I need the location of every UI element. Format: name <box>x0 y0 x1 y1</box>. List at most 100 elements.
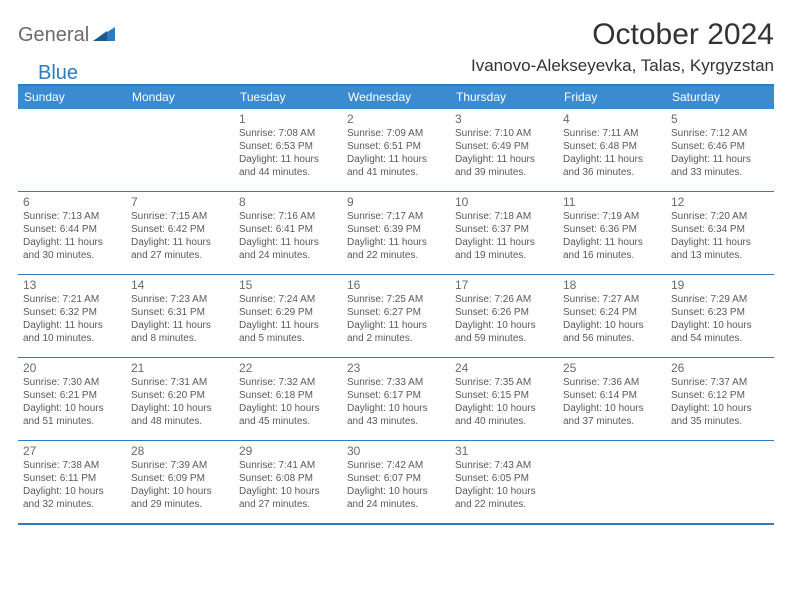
day-number: 12 <box>671 195 769 210</box>
day-number: 31 <box>455 444 553 459</box>
sunset-text: Sunset: 6:41 PM <box>239 224 337 237</box>
day-number: 6 <box>23 195 121 210</box>
day-cell: 31Sunrise: 7:43 AMSunset: 6:05 PMDayligh… <box>450 441 558 523</box>
day-cell: 9Sunrise: 7:17 AMSunset: 6:39 PMDaylight… <box>342 192 450 274</box>
daylight-text: Daylight: 10 hours and 54 minutes. <box>671 320 769 346</box>
day-cell: 16Sunrise: 7:25 AMSunset: 6:27 PMDayligh… <box>342 275 450 357</box>
day-number: 14 <box>131 278 229 293</box>
day-cell: 3Sunrise: 7:10 AMSunset: 6:49 PMDaylight… <box>450 109 558 191</box>
day-cell: 28Sunrise: 7:39 AMSunset: 6:09 PMDayligh… <box>126 441 234 523</box>
sunrise-text: Sunrise: 7:16 AM <box>239 211 337 224</box>
sunrise-text: Sunrise: 7:17 AM <box>347 211 445 224</box>
sunrise-text: Sunrise: 7:09 AM <box>347 128 445 141</box>
daylight-text: Daylight: 10 hours and 56 minutes. <box>563 320 661 346</box>
day-number: 13 <box>23 278 121 293</box>
day-cell: 27Sunrise: 7:38 AMSunset: 6:11 PMDayligh… <box>18 441 126 523</box>
sunset-text: Sunset: 6:36 PM <box>563 224 661 237</box>
sunrise-text: Sunrise: 7:13 AM <box>23 211 121 224</box>
day-cell: 23Sunrise: 7:33 AMSunset: 6:17 PMDayligh… <box>342 358 450 440</box>
day-cell <box>666 441 774 523</box>
day-number: 4 <box>563 112 661 127</box>
sunset-text: Sunset: 6:09 PM <box>131 473 229 486</box>
day-number: 3 <box>455 112 553 127</box>
day-number: 9 <box>347 195 445 210</box>
daylight-text: Daylight: 10 hours and 48 minutes. <box>131 403 229 429</box>
logo: General <box>18 18 117 47</box>
sunrise-text: Sunrise: 7:37 AM <box>671 377 769 390</box>
day-cell: 14Sunrise: 7:23 AMSunset: 6:31 PMDayligh… <box>126 275 234 357</box>
daylight-text: Daylight: 11 hours and 19 minutes. <box>455 237 553 263</box>
day-number: 23 <box>347 361 445 376</box>
day-cell: 22Sunrise: 7:32 AMSunset: 6:18 PMDayligh… <box>234 358 342 440</box>
day-cell: 4Sunrise: 7:11 AMSunset: 6:48 PMDaylight… <box>558 109 666 191</box>
week-row: 27Sunrise: 7:38 AMSunset: 6:11 PMDayligh… <box>18 441 774 523</box>
logo-text-blue: Blue <box>38 62 78 85</box>
sunset-text: Sunset: 6:23 PM <box>671 307 769 320</box>
sunset-text: Sunset: 6:21 PM <box>23 390 121 403</box>
day-cell: 20Sunrise: 7:30 AMSunset: 6:21 PMDayligh… <box>18 358 126 440</box>
day-cell: 29Sunrise: 7:41 AMSunset: 6:08 PMDayligh… <box>234 441 342 523</box>
daylight-text: Daylight: 11 hours and 44 minutes. <box>239 154 337 180</box>
sunset-text: Sunset: 6:49 PM <box>455 141 553 154</box>
daylight-text: Daylight: 10 hours and 37 minutes. <box>563 403 661 429</box>
daylight-text: Daylight: 10 hours and 35 minutes. <box>671 403 769 429</box>
day-cell: 7Sunrise: 7:15 AMSunset: 6:42 PMDaylight… <box>126 192 234 274</box>
sunset-text: Sunset: 6:05 PM <box>455 473 553 486</box>
daylight-text: Daylight: 11 hours and 16 minutes. <box>563 237 661 263</box>
sunrise-text: Sunrise: 7:32 AM <box>239 377 337 390</box>
sunrise-text: Sunrise: 7:35 AM <box>455 377 553 390</box>
sunset-text: Sunset: 6:26 PM <box>455 307 553 320</box>
day-number: 2 <box>347 112 445 127</box>
day-cell: 11Sunrise: 7:19 AMSunset: 6:36 PMDayligh… <box>558 192 666 274</box>
daylight-text: Daylight: 11 hours and 13 minutes. <box>671 237 769 263</box>
day-number: 24 <box>455 361 553 376</box>
daylight-text: Daylight: 10 hours and 22 minutes. <box>455 486 553 512</box>
day-number: 27 <box>23 444 121 459</box>
day-number: 22 <box>239 361 337 376</box>
day-cell: 12Sunrise: 7:20 AMSunset: 6:34 PMDayligh… <box>666 192 774 274</box>
daylight-text: Daylight: 10 hours and 51 minutes. <box>23 403 121 429</box>
sunset-text: Sunset: 6:48 PM <box>563 141 661 154</box>
dow-cell: Thursday <box>450 86 558 109</box>
sunset-text: Sunset: 6:32 PM <box>23 307 121 320</box>
day-number: 17 <box>455 278 553 293</box>
day-number: 15 <box>239 278 337 293</box>
daylight-text: Daylight: 11 hours and 30 minutes. <box>23 237 121 263</box>
sunrise-text: Sunrise: 7:20 AM <box>671 211 769 224</box>
day-cell: 15Sunrise: 7:24 AMSunset: 6:29 PMDayligh… <box>234 275 342 357</box>
sunrise-text: Sunrise: 7:30 AM <box>23 377 121 390</box>
sunrise-text: Sunrise: 7:19 AM <box>563 211 661 224</box>
week-row: 1Sunrise: 7:08 AMSunset: 6:53 PMDaylight… <box>18 109 774 192</box>
day-cell: 24Sunrise: 7:35 AMSunset: 6:15 PMDayligh… <box>450 358 558 440</box>
week-row: 13Sunrise: 7:21 AMSunset: 6:32 PMDayligh… <box>18 275 774 358</box>
day-cell: 25Sunrise: 7:36 AMSunset: 6:14 PMDayligh… <box>558 358 666 440</box>
calendar: SundayMondayTuesdayWednesdayThursdayFrid… <box>18 84 774 525</box>
day-cell: 26Sunrise: 7:37 AMSunset: 6:12 PMDayligh… <box>666 358 774 440</box>
dow-cell: Tuesday <box>234 86 342 109</box>
daylight-text: Daylight: 11 hours and 27 minutes. <box>131 237 229 263</box>
sunset-text: Sunset: 6:51 PM <box>347 141 445 154</box>
sunrise-text: Sunrise: 7:27 AM <box>563 294 661 307</box>
daylight-text: Daylight: 10 hours and 29 minutes. <box>131 486 229 512</box>
week-row: 20Sunrise: 7:30 AMSunset: 6:21 PMDayligh… <box>18 358 774 441</box>
day-number: 11 <box>563 195 661 210</box>
day-cell: 13Sunrise: 7:21 AMSunset: 6:32 PMDayligh… <box>18 275 126 357</box>
day-number: 5 <box>671 112 769 127</box>
sunrise-text: Sunrise: 7:26 AM <box>455 294 553 307</box>
sunrise-text: Sunrise: 7:29 AM <box>671 294 769 307</box>
sunrise-text: Sunrise: 7:11 AM <box>563 128 661 141</box>
sunrise-text: Sunrise: 7:42 AM <box>347 460 445 473</box>
sunrise-text: Sunrise: 7:25 AM <box>347 294 445 307</box>
sunrise-text: Sunrise: 7:39 AM <box>131 460 229 473</box>
sunrise-text: Sunrise: 7:36 AM <box>563 377 661 390</box>
day-cell: 2Sunrise: 7:09 AMSunset: 6:51 PMDaylight… <box>342 109 450 191</box>
day-number: 29 <box>239 444 337 459</box>
sunrise-text: Sunrise: 7:41 AM <box>239 460 337 473</box>
daylight-text: Daylight: 11 hours and 22 minutes. <box>347 237 445 263</box>
sunset-text: Sunset: 6:29 PM <box>239 307 337 320</box>
sunset-text: Sunset: 6:37 PM <box>455 224 553 237</box>
dow-row: SundayMondayTuesdayWednesdayThursdayFrid… <box>18 86 774 109</box>
sunset-text: Sunset: 6:12 PM <box>671 390 769 403</box>
daylight-text: Daylight: 10 hours and 43 minutes. <box>347 403 445 429</box>
day-cell <box>558 441 666 523</box>
